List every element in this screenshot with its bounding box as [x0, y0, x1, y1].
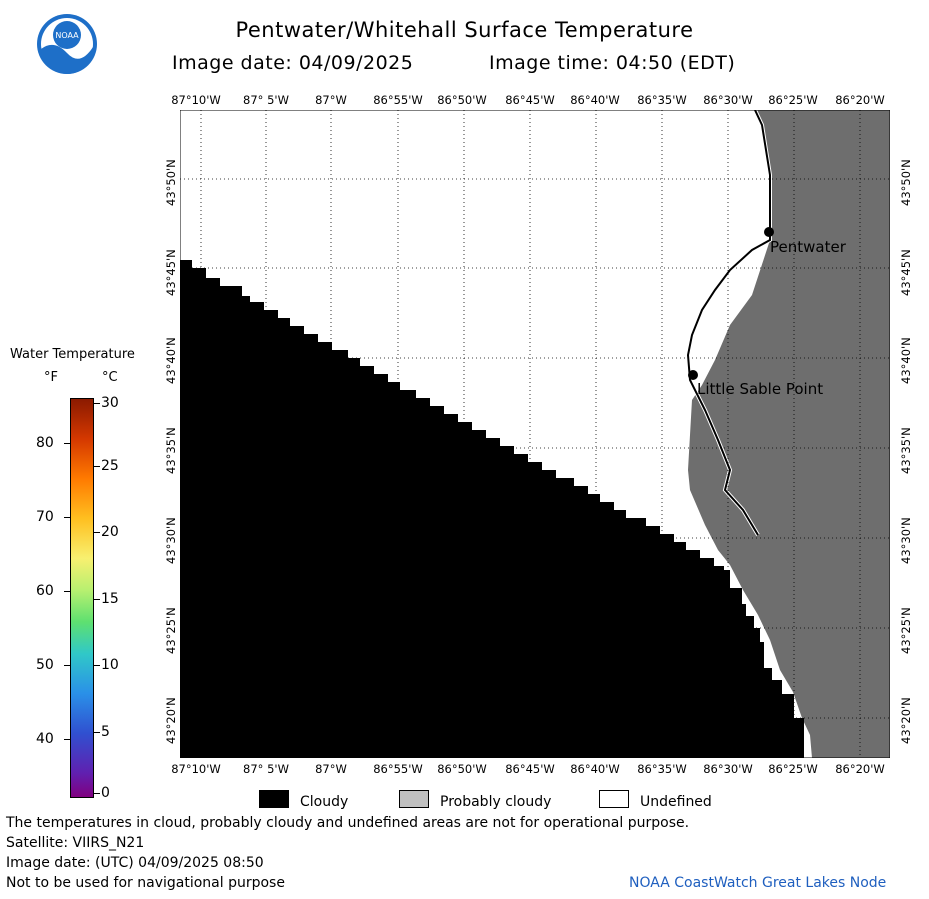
top-longitude-label: 86°20'W — [835, 93, 885, 107]
footer-nav-warning: Not to be used for navigational purpose — [6, 875, 285, 891]
colorbar-tick-f: 80 — [36, 435, 54, 451]
left-latitude-label: 43°25'N — [164, 607, 178, 654]
left-latitude-label: 43°20'N — [164, 697, 178, 744]
left-latitude-label: 43°30'N — [164, 517, 178, 564]
legend-swatch-probably-cloudy — [399, 790, 429, 808]
right-latitude-label: 43°20'N — [899, 697, 913, 744]
colorbar-tick-mark — [94, 466, 100, 467]
bottom-longitude-label: 86°25'W — [768, 762, 818, 776]
colorbar-tick-mark — [64, 591, 70, 592]
colorbar-unit-c: °C — [102, 370, 118, 385]
right-latitude-label: 43°25'N — [899, 607, 913, 654]
bottom-longitude-label: 86°35'W — [637, 762, 687, 776]
colorbar-tick-f: 50 — [36, 657, 54, 673]
right-latitude-label: 43°50'N — [899, 159, 913, 206]
colorbar-tick-f: 70 — [36, 509, 54, 525]
colorbar — [70, 398, 94, 798]
colorbar-tick-c: 30 — [101, 395, 119, 411]
bottom-longitude-label: 86°45'W — [505, 762, 555, 776]
colorbar-tick-mark — [64, 443, 70, 444]
bottom-longitude-label: 86°20'W — [835, 762, 885, 776]
noaa-logo: NOAA — [37, 14, 97, 75]
legend-label-cloudy: Cloudy — [300, 794, 349, 810]
place-label: Little Sable Point — [697, 380, 823, 398]
top-longitude-label: 86°35'W — [637, 93, 687, 107]
right-latitude-label: 43°40'N — [899, 337, 913, 384]
left-latitude-label: 43°40'N — [164, 337, 178, 384]
colorbar-unit-f: °F — [44, 370, 58, 385]
legend-swatch-undefined — [599, 790, 629, 808]
colorbar-tick-mark — [94, 665, 100, 666]
footer-satellite: Satellite: VIIRS_N21 — [6, 835, 145, 851]
colorbar-tick-c: 10 — [101, 657, 119, 673]
bottom-longitude-label: 87°10'W — [171, 762, 221, 776]
cloudy-area — [180, 260, 804, 758]
bottom-longitude-label: 86°40'W — [570, 762, 620, 776]
colorbar-tick-mark — [94, 403, 100, 404]
colorbar-tick-c: 0 — [101, 785, 110, 801]
place-marker — [764, 227, 774, 237]
bottom-longitude-label: 86°55'W — [373, 762, 423, 776]
top-longitude-label: 87°10'W — [171, 93, 221, 107]
colorbar-tick-mark — [64, 517, 70, 518]
bottom-longitude-label: 87°W — [315, 762, 347, 776]
bottom-longitude-label: 86°30'W — [703, 762, 753, 776]
top-longitude-label: 86°50'W — [437, 93, 487, 107]
place-marker — [688, 370, 698, 380]
left-latitude-label: 43°35'N — [164, 427, 178, 474]
colorbar-tick-mark — [64, 665, 70, 666]
legend-label-probably-cloudy: Probably cloudy — [440, 794, 552, 810]
top-longitude-label: 86°30'W — [703, 93, 753, 107]
right-latitude-label: 43°45'N — [899, 249, 913, 296]
colorbar-tick-c: 20 — [101, 524, 119, 540]
left-latitude-label: 43°50'N — [164, 159, 178, 206]
footer-credit: NOAA CoastWatch Great Lakes Node — [629, 875, 887, 891]
colorbar-tick-c: 25 — [101, 458, 119, 474]
colorbar-title: Water Temperature — [10, 347, 135, 362]
colorbar-tick-c: 5 — [101, 724, 110, 740]
svg-text:NOAA: NOAA — [55, 31, 79, 40]
bottom-longitude-label: 87° 5'W — [243, 762, 289, 776]
top-longitude-label: 87° 5'W — [243, 93, 289, 107]
colorbar-tick-mark — [94, 732, 100, 733]
colorbar-tick-c: 15 — [101, 591, 119, 607]
colorbar-tick-mark — [64, 739, 70, 740]
place-label: Pentwater — [770, 238, 847, 256]
bottom-longitude-label: 86°50'W — [437, 762, 487, 776]
top-longitude-label: 86°45'W — [505, 93, 555, 107]
top-longitude-label: 86°55'W — [373, 93, 423, 107]
image-date: Image date: 04/09/2025 — [172, 52, 414, 74]
temperature-map: Pentwater Little Sable Point — [180, 110, 890, 758]
top-longitude-label: 86°25'W — [768, 93, 818, 107]
footer-utc-date: Image date: (UTC) 04/09/2025 08:50 — [6, 855, 264, 871]
colorbar-tick-f: 60 — [36, 583, 54, 599]
shoreline-edge — [686, 110, 771, 536]
land-area — [688, 110, 890, 758]
colorbar-tick-f: 40 — [36, 731, 54, 747]
legend-swatch-cloudy — [259, 790, 289, 808]
colorbar-tick-mark — [94, 532, 100, 533]
right-latitude-label: 43°35'N — [899, 427, 913, 474]
right-latitude-label: 43°30'N — [899, 517, 913, 564]
left-latitude-label: 43°45'N — [164, 249, 178, 296]
legend-label-undefined: Undefined — [640, 794, 712, 810]
top-longitude-label: 86°40'W — [570, 93, 620, 107]
page-title: Pentwater/Whitehall Surface Temperature — [235, 18, 694, 42]
footer-note: The temperatures in cloud, probably clou… — [6, 815, 690, 831]
top-longitude-label: 87°W — [315, 93, 347, 107]
colorbar-tick-mark — [94, 793, 100, 794]
colorbar-tick-mark — [94, 599, 100, 600]
image-time: Image time: 04:50 (EDT) — [489, 52, 736, 74]
